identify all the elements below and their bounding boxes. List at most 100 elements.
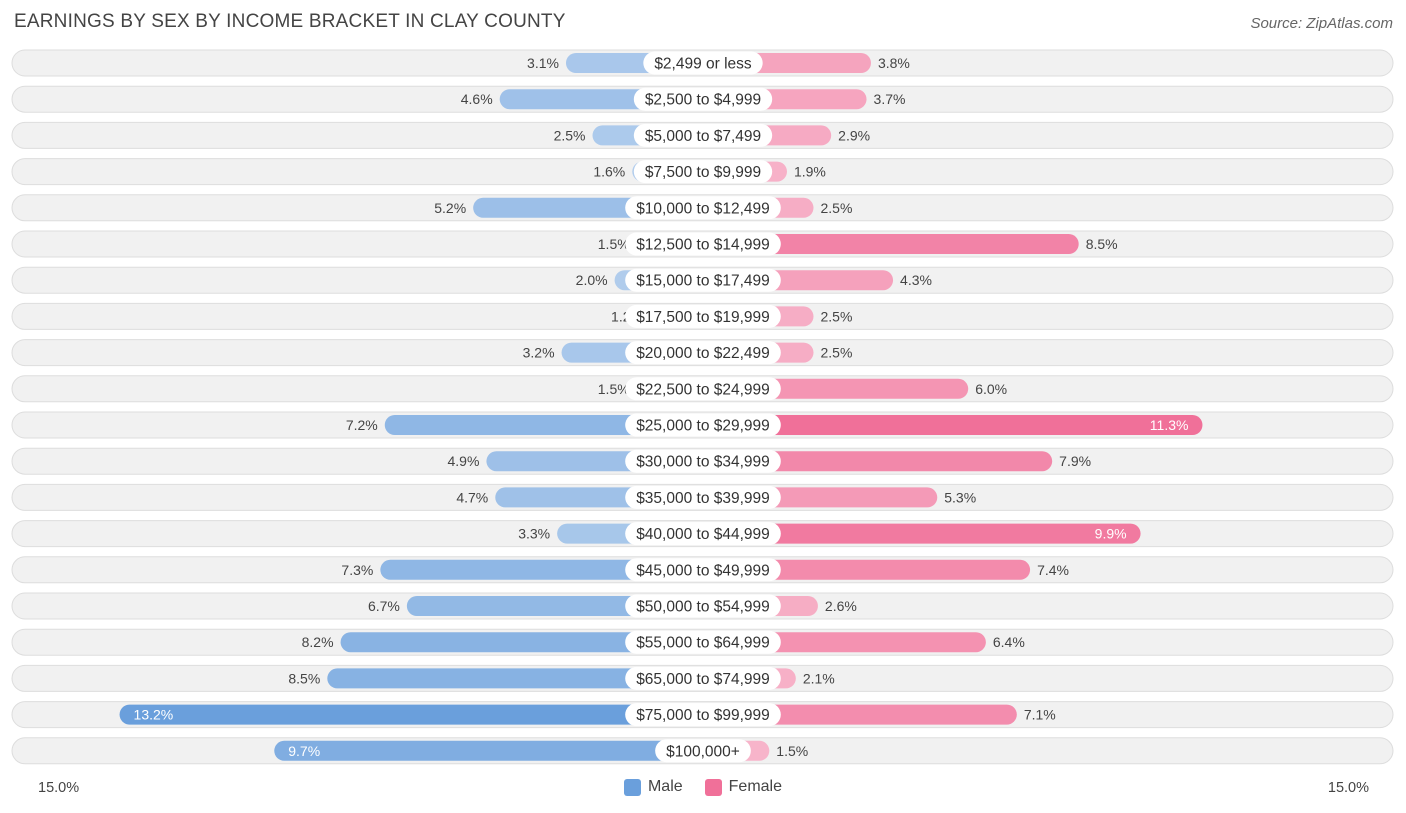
male-value-label: 4.6% bbox=[461, 91, 493, 107]
male-value-label: 3.1% bbox=[527, 55, 559, 71]
male-value-label: 5.2% bbox=[434, 200, 466, 216]
female-bar[interactable] bbox=[703, 704, 1017, 725]
category-pill bbox=[625, 630, 781, 654]
axis-right-label: 15.0% bbox=[1327, 780, 1369, 796]
axis-left-label: 15.0% bbox=[38, 780, 80, 796]
category-label: $25,000 to $29,999 bbox=[636, 418, 770, 435]
male-value-label: 3.3% bbox=[518, 526, 550, 542]
category-label: $75,000 to $99,999 bbox=[636, 707, 770, 724]
male-value-label: 1.6% bbox=[593, 164, 625, 180]
female-value-label: 2.6% bbox=[825, 598, 857, 614]
male-value-label: 13.2% bbox=[134, 707, 174, 723]
category-label: $40,000 to $44,999 bbox=[636, 526, 770, 543]
male-bar[interactable] bbox=[327, 668, 703, 689]
legend-item-female[interactable]: Female bbox=[704, 778, 783, 796]
female-bar[interactable] bbox=[703, 234, 1079, 254]
category-label: $15,000 to $17,499 bbox=[636, 273, 770, 290]
male-value-label: 8.5% bbox=[288, 670, 320, 686]
male-bar[interactable] bbox=[384, 415, 703, 435]
male-bar[interactable] bbox=[380, 559, 703, 580]
category-pill bbox=[625, 377, 781, 401]
male-value-label: 2.0% bbox=[576, 272, 608, 288]
male-bar[interactable] bbox=[340, 632, 703, 653]
female-value-label: 1.5% bbox=[776, 743, 808, 759]
category-pill bbox=[625, 703, 781, 727]
source-label: Source: ZipAtlas.com bbox=[1250, 15, 1393, 32]
category-pill bbox=[625, 558, 781, 582]
category-pill bbox=[625, 196, 781, 220]
female-value-label: 7.9% bbox=[1059, 453, 1091, 469]
category-pill bbox=[625, 413, 781, 437]
category-label: $5,000 to $7,499 bbox=[645, 128, 761, 145]
male-value-label: 1.5% bbox=[598, 236, 630, 252]
category-pill bbox=[643, 51, 763, 75]
female-value-label: 2.5% bbox=[821, 200, 853, 216]
female-value-label: 2.5% bbox=[821, 308, 853, 324]
category-label: $12,500 to $14,999 bbox=[636, 237, 770, 254]
chart-title: EARNINGS BY SEX BY INCOME BRACKET IN CLA… bbox=[14, 11, 566, 32]
female-value-label: 2.9% bbox=[838, 127, 870, 143]
legend-item-male[interactable]: Male bbox=[623, 778, 683, 796]
category-pill bbox=[633, 160, 773, 184]
male-value-label: 6.7% bbox=[368, 598, 400, 614]
female-value-label: 3.8% bbox=[878, 55, 910, 71]
category-label: $20,000 to $22,499 bbox=[636, 345, 770, 362]
female-value-label: 3.7% bbox=[874, 91, 906, 107]
male-value-label: 4.9% bbox=[447, 453, 479, 469]
female-value-label: 2.1% bbox=[803, 670, 835, 686]
category-pill bbox=[625, 666, 781, 690]
male-value-label: 3.2% bbox=[523, 345, 555, 361]
female-value-label: 6.0% bbox=[975, 381, 1007, 397]
category-label: $10,000 to $12,499 bbox=[636, 200, 770, 217]
legend-label-female: Female bbox=[728, 778, 783, 795]
category-label: $35,000 to $39,999 bbox=[636, 490, 770, 507]
female-value-label: 7.1% bbox=[1024, 707, 1056, 723]
legend: Male Female bbox=[0, 778, 1406, 796]
female-value-label: 8.5% bbox=[1086, 236, 1118, 252]
legend-label-male: Male bbox=[647, 778, 683, 795]
female-value-label: 7.4% bbox=[1037, 562, 1069, 578]
category-label: $50,000 to $54,999 bbox=[636, 599, 770, 616]
category-pill bbox=[655, 739, 751, 763]
male-bar[interactable] bbox=[119, 704, 703, 725]
category-pill bbox=[625, 485, 781, 509]
male-value-label: 7.3% bbox=[341, 562, 373, 578]
category-label: $30,000 to $34,999 bbox=[636, 454, 770, 471]
category-pill bbox=[625, 268, 781, 292]
category-pill bbox=[633, 87, 773, 111]
category-label: $17,500 to $19,999 bbox=[636, 309, 770, 326]
category-label: $100,000+ bbox=[666, 743, 740, 760]
category-label: $45,000 to $49,999 bbox=[636, 562, 770, 579]
male-value-label: 2.5% bbox=[554, 127, 586, 143]
female-bar[interactable] bbox=[703, 523, 1141, 544]
female-value-label: 9.9% bbox=[1095, 526, 1127, 542]
male-value-label: 8.2% bbox=[302, 634, 334, 650]
male-bar[interactable] bbox=[274, 740, 703, 761]
female-value-label: 6.4% bbox=[993, 634, 1025, 650]
category-label: $22,500 to $24,999 bbox=[636, 381, 770, 398]
male-value-label: 7.2% bbox=[346, 417, 378, 433]
category-label: $7,500 to $9,999 bbox=[645, 164, 761, 181]
female-bar[interactable] bbox=[703, 415, 1203, 435]
legend-swatch-female bbox=[704, 778, 722, 796]
female-value-label: 2.5% bbox=[821, 345, 853, 361]
male-value-label: 1.5% bbox=[598, 381, 630, 397]
female-value-label: 11.3% bbox=[1150, 417, 1189, 433]
female-value-label: 5.3% bbox=[944, 489, 976, 505]
female-bar[interactable] bbox=[703, 559, 1031, 580]
category-pill bbox=[625, 522, 781, 546]
category-label: $65,000 to $74,999 bbox=[636, 671, 770, 688]
legend-swatch-male bbox=[623, 778, 641, 796]
male-value-label: 9.7% bbox=[288, 743, 320, 759]
category-pill bbox=[625, 341, 781, 365]
category-pill bbox=[625, 594, 781, 618]
female-bar[interactable] bbox=[703, 451, 1053, 472]
category-pill bbox=[625, 304, 781, 328]
female-value-label: 4.3% bbox=[900, 272, 932, 288]
male-value-label: 4.7% bbox=[456, 489, 488, 505]
category-pill bbox=[625, 232, 781, 256]
category-label: $2,500 to $4,999 bbox=[645, 92, 761, 109]
category-pill bbox=[633, 123, 773, 147]
category-label: $2,499 or less bbox=[654, 56, 752, 73]
